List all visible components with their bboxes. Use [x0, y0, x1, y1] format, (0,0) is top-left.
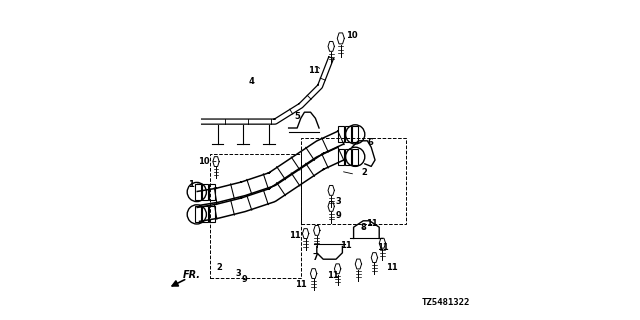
Bar: [344, 149, 351, 165]
Text: FR.: FR.: [182, 270, 200, 280]
Text: 11: 11: [340, 241, 351, 250]
Text: 4: 4: [248, 77, 254, 86]
Text: 8: 8: [361, 223, 367, 232]
Bar: [202, 184, 209, 200]
Text: 3: 3: [335, 197, 341, 206]
Text: 9: 9: [335, 212, 341, 220]
Text: 6: 6: [367, 138, 373, 147]
Text: 11: 11: [308, 66, 320, 75]
Text: 7: 7: [313, 253, 319, 262]
Text: TZ5481322: TZ5481322: [422, 298, 470, 307]
Bar: [195, 206, 201, 222]
Text: 11: 11: [289, 231, 301, 240]
Text: 11: 11: [377, 243, 388, 252]
Bar: [195, 184, 201, 200]
Text: 10: 10: [198, 157, 210, 166]
Text: 2: 2: [361, 168, 367, 177]
Bar: [352, 126, 358, 142]
Text: 3: 3: [236, 269, 241, 278]
Bar: [209, 184, 215, 200]
Bar: [210, 154, 301, 278]
Bar: [301, 138, 406, 224]
Text: 10: 10: [346, 31, 357, 40]
Text: 11: 11: [366, 220, 378, 228]
Bar: [209, 206, 215, 222]
Bar: [338, 149, 344, 165]
Bar: [344, 126, 351, 142]
Text: 11: 11: [385, 263, 397, 272]
Bar: [338, 126, 344, 142]
Bar: [202, 206, 209, 222]
Text: 2: 2: [216, 263, 222, 272]
Text: 5: 5: [294, 112, 300, 121]
Text: 1: 1: [188, 180, 193, 188]
Bar: [352, 149, 358, 165]
Text: 11: 11: [296, 280, 307, 289]
Text: 9: 9: [242, 276, 248, 284]
Text: 11: 11: [327, 271, 339, 280]
